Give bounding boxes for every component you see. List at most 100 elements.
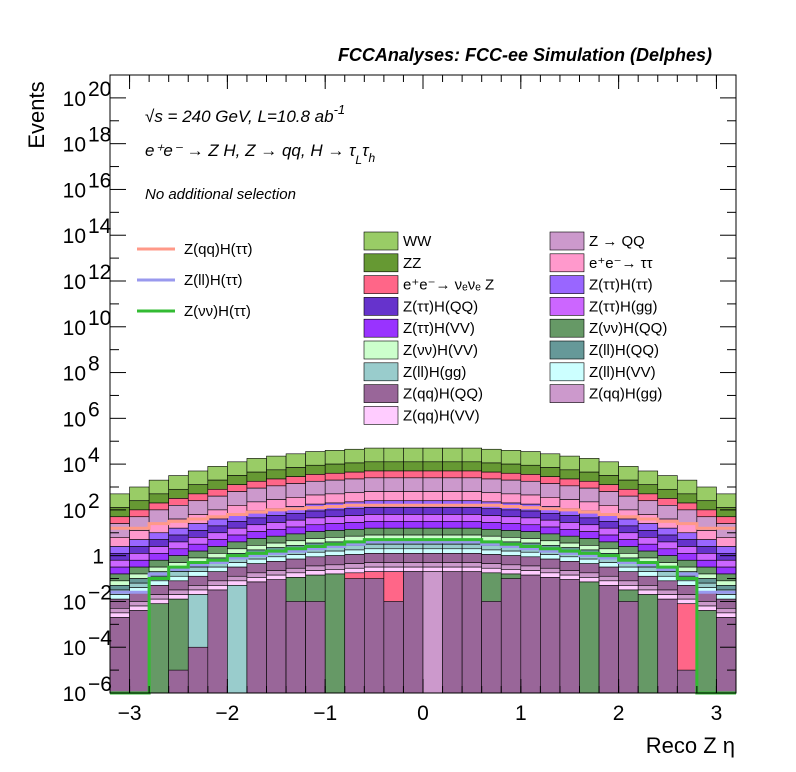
bar-9-bin-21 xyxy=(520,531,541,539)
y-tick-exp-16: 16 xyxy=(88,169,111,192)
bar-15-bin-1 xyxy=(129,601,150,607)
bar-10-bin-26 xyxy=(618,553,639,559)
bar-13-bin-27 xyxy=(637,571,659,577)
bar-base-bin-1 xyxy=(129,610,150,694)
bar-13-bin-22 xyxy=(540,554,561,560)
bar-8-bin-20 xyxy=(500,523,522,531)
bar-4-bin-8 xyxy=(266,499,287,510)
bar-3-bin-11 xyxy=(324,479,346,495)
bar-2-bin-15 xyxy=(403,470,424,479)
bar-14-bin-12 xyxy=(344,554,365,564)
line-series-0 xyxy=(110,503,736,530)
y-tick-exp-2: 2 xyxy=(88,490,100,513)
bar-0-bin-9 xyxy=(285,453,306,468)
bar-15-bin-27 xyxy=(637,585,659,591)
annotation-line1: √s = 240 GeV, L=10.8 ab-1 xyxy=(145,102,345,126)
bar-9-bin-24 xyxy=(579,538,600,546)
bar-qqhqq-bin-4 xyxy=(187,646,209,694)
bar-7-bin-21 xyxy=(520,517,541,526)
bar-4-bin-21 xyxy=(520,494,541,505)
bar-14-bin-3 xyxy=(168,580,189,591)
bar-12-bin-27 xyxy=(637,566,659,572)
bar-1-bin-22 xyxy=(540,467,561,477)
legend-box-label-c2-3: Z(ττ)H(gg) xyxy=(589,298,658,315)
legend-box-swatch-c1-6 xyxy=(363,362,399,382)
bar-4-bin-23 xyxy=(559,499,580,510)
annotation-line2-tau: τ xyxy=(362,141,370,160)
bar-0-bin-26 xyxy=(618,466,639,481)
bar-1-bin-29 xyxy=(677,493,698,504)
bar-2-bin-20 xyxy=(500,472,522,481)
bar-10-bin-25 xyxy=(598,548,619,554)
bar-0-bin-10 xyxy=(305,451,326,466)
y-tick-label--6: 10 xyxy=(63,683,86,706)
legend-box-label-c1-7: Z(qq)H(QQ) xyxy=(403,386,483,403)
bar-2-bin-13 xyxy=(364,470,385,479)
bar-12-bin-13 xyxy=(364,543,385,550)
bar-2-bin-28 xyxy=(657,498,678,506)
bar-8-bin-26 xyxy=(618,539,639,547)
bar-qqhqq-bin-19 xyxy=(481,601,502,694)
bar-8-bin-25 xyxy=(598,534,619,543)
bar-qqhqq-bin-15 xyxy=(403,571,424,694)
bar-6-bin-15 xyxy=(403,507,424,515)
bar-0-bin-11 xyxy=(324,450,346,465)
bar-9-bin-0 xyxy=(109,573,130,582)
bar-8-bin-29 xyxy=(677,553,698,561)
bar-1-bin-4 xyxy=(187,484,209,495)
bar-12-bin-30 xyxy=(696,582,717,589)
bar-9-bin-28 xyxy=(657,555,678,563)
bar-2-bin-2 xyxy=(148,502,169,511)
bar-15-bin-23 xyxy=(559,570,580,576)
bar-14-bin-13 xyxy=(364,553,385,563)
bar-3-bin-8 xyxy=(266,485,287,500)
legend-box-swatch-c2-7 xyxy=(549,384,585,403)
y-tick-label-20: 10 xyxy=(63,88,86,111)
bar-0-bin-28 xyxy=(657,475,678,490)
bar-3-bin-22 xyxy=(540,483,561,498)
bar-2-bin-6 xyxy=(227,484,248,492)
bar-13-bin-19 xyxy=(481,549,502,555)
bar-13-bin-23 xyxy=(559,556,580,562)
bar-4-bin-24 xyxy=(579,501,600,512)
y-tick-label--4: 10 xyxy=(63,637,86,660)
bar-base-bin-11 xyxy=(324,573,346,694)
bar-8-bin-17 xyxy=(442,521,463,529)
annotation-line2-sub2: h xyxy=(368,151,375,165)
bar-16-bin-7 xyxy=(246,577,267,583)
bar-16-bin-8 xyxy=(266,574,287,580)
bar-16-bin-28 xyxy=(657,594,678,600)
bar-16-bin-12 xyxy=(344,567,365,574)
bar-5-bin-29 xyxy=(677,532,698,540)
bar-2-bin-1 xyxy=(129,509,150,518)
bar-9-bin-16 xyxy=(422,527,443,536)
bar-0-bin-14 xyxy=(383,447,404,463)
bar-3-bin-21 xyxy=(520,480,541,496)
bar-1-bin-5 xyxy=(207,479,228,490)
bar-15-bin-22 xyxy=(540,567,561,574)
bar-base-bin-25 xyxy=(598,585,619,694)
bar-base-bin-2 xyxy=(148,603,169,694)
legend-box-label-c1-0: WW xyxy=(403,233,432,250)
bar-4-bin-0 xyxy=(109,537,130,547)
bar-qqhqq-bin-9 xyxy=(285,601,306,694)
legend-box-swatch-c2-3 xyxy=(549,297,585,316)
bar-13-bin-20 xyxy=(500,550,522,556)
bar-6-bin-12 xyxy=(344,508,365,516)
bar-8-bin-22 xyxy=(540,526,561,535)
bar-16-bin-24 xyxy=(579,577,600,583)
bar-15-bin-17 xyxy=(442,562,463,568)
bar-7-bin-17 xyxy=(442,514,463,522)
bar-14-bin-4 xyxy=(187,575,209,586)
bar-7-bin-11 xyxy=(324,516,346,524)
bar-2-bin-26 xyxy=(618,488,639,497)
y-tick-exp--6: −6 xyxy=(88,673,112,696)
bar-3-bin-12 xyxy=(344,478,365,494)
bar-14-bin-24 xyxy=(579,563,600,574)
bar-16-bin-11 xyxy=(324,569,346,575)
bar-base-bin-30 xyxy=(696,610,717,694)
bar-7-bin-30 xyxy=(696,553,717,561)
bar-8-bin-3 xyxy=(168,548,189,556)
y-tick-exp-10: 10 xyxy=(88,307,111,330)
